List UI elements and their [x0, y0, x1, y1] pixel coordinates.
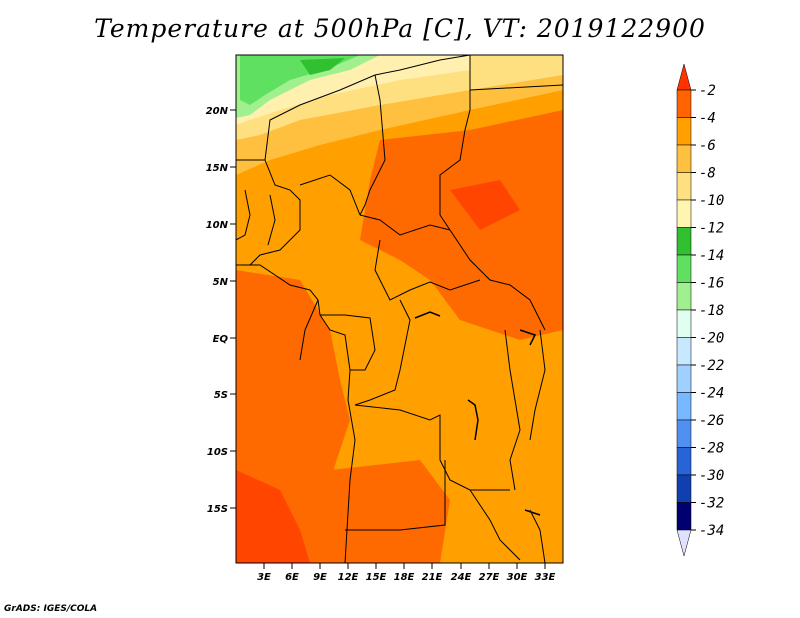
lon-label: 33E — [535, 572, 556, 583]
lake-kariba — [524, 509, 541, 516]
colorbar-label: -4 — [699, 111, 716, 127]
colorbar-label: -6 — [699, 138, 716, 154]
chart-title: Temperature at 500hPa [C], VT: 201912290… — [94, 14, 706, 43]
lat-label: 5S — [214, 390, 228, 401]
colorbar-label: -14 — [699, 248, 724, 264]
colorbar-swatch — [676, 89, 692, 118]
colorbar-swatch — [676, 227, 692, 256]
colorbar-label: -8 — [699, 166, 716, 182]
lon-label: 3E — [257, 572, 271, 583]
lake-tanganyika — [467, 399, 479, 441]
colorbar-top-arrow — [676, 63, 692, 91]
lat-label: 5N — [213, 277, 229, 288]
map-frame — [235, 54, 564, 564]
lon-label: 24E — [451, 572, 472, 583]
lat-label: EQ — [213, 334, 229, 345]
lat-label: 20N — [206, 106, 229, 117]
colorbar-swatch — [676, 199, 692, 228]
colorbar-label: -16 — [699, 276, 724, 292]
colorbar-label: -24 — [699, 386, 724, 402]
country-borders — [236, 55, 563, 563]
colorbar-swatch — [676, 282, 692, 311]
lon-label: 30E — [507, 572, 528, 583]
colorbar-swatch — [676, 392, 692, 421]
lon-label: 9E — [313, 572, 327, 583]
lon-label: 15E — [366, 572, 387, 583]
lon-label: 6E — [285, 572, 299, 583]
colorbar-swatch — [676, 419, 692, 448]
colorbar-label: -26 — [699, 413, 724, 429]
lat-label: 15S — [207, 504, 228, 515]
colorbar-swatch — [676, 474, 692, 503]
colorbar-label: -2 — [699, 83, 716, 99]
colorbar: -2 -4 -6 -8 -10 -12 -14 -16 -18 -20 -22 -24 -26 -28 -3… — [676, 63, 724, 557]
colorbar-label: -10 — [699, 193, 724, 209]
colorbar-swatch — [676, 364, 692, 393]
lon-axis: 3E 6E 9E 12E 15E 18E 21E 24E 27E 30E 33E — [257, 563, 556, 583]
colorbar-swatch — [676, 117, 692, 146]
temperature-field — [236, 55, 563, 563]
colorbar-swatch — [676, 254, 692, 283]
lake-victoria — [519, 329, 537, 346]
lon-label: 18E — [394, 572, 415, 583]
colorbar-swatch — [676, 172, 692, 201]
colorbar-label: -34 — [699, 523, 724, 539]
field-warm-ne — [360, 110, 563, 340]
colorbar-swatch — [676, 309, 692, 338]
lon-label: 27E — [479, 572, 500, 583]
credit-text: GrADS: IGES/COLA — [4, 604, 98, 614]
colorbar-label: -30 — [699, 468, 724, 484]
colorbar-swatch — [676, 447, 692, 476]
field-green-dark — [300, 58, 345, 75]
colorbar-label: -22 — [699, 358, 724, 374]
field-warmest-ne — [450, 180, 520, 230]
lat-label: 10N — [206, 220, 229, 231]
lat-label: 10S — [207, 447, 228, 458]
lon-label: 21E — [422, 572, 443, 583]
lat-axis: 20N 15N 10N 5N EQ 5S 10S 15S — [206, 106, 236, 515]
field-warmest-sw — [236, 470, 310, 563]
lat-label: 15N — [206, 163, 229, 174]
colorbar-label: -32 — [699, 496, 724, 512]
lakes — [414, 311, 541, 516]
colorbar-label: -18 — [699, 303, 724, 319]
colorbar-label: -20 — [699, 331, 724, 347]
colorbar-label: -12 — [699, 221, 724, 237]
colorbar-bottom-arrow — [676, 529, 692, 557]
lake-1 — [414, 311, 441, 319]
colorbar-swatch — [676, 144, 692, 173]
colorbar-label: -28 — [699, 441, 724, 457]
lon-label: 12E — [338, 572, 359, 583]
field-warm-s — [330, 460, 450, 563]
colorbar-swatch — [676, 337, 692, 366]
colorbar-swatch — [676, 502, 692, 531]
